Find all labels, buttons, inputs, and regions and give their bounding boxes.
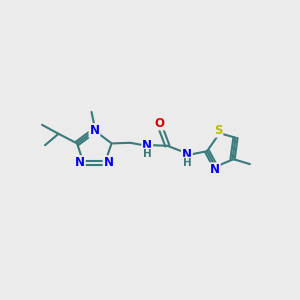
Text: N: N — [182, 148, 192, 161]
Text: O: O — [154, 116, 164, 130]
Text: S: S — [214, 124, 222, 137]
Text: N: N — [142, 139, 152, 152]
Text: N: N — [89, 124, 100, 137]
Text: N: N — [210, 163, 220, 176]
Text: N: N — [103, 156, 114, 169]
Text: N: N — [75, 156, 85, 169]
Text: H: H — [182, 158, 191, 168]
Text: H: H — [143, 148, 152, 159]
